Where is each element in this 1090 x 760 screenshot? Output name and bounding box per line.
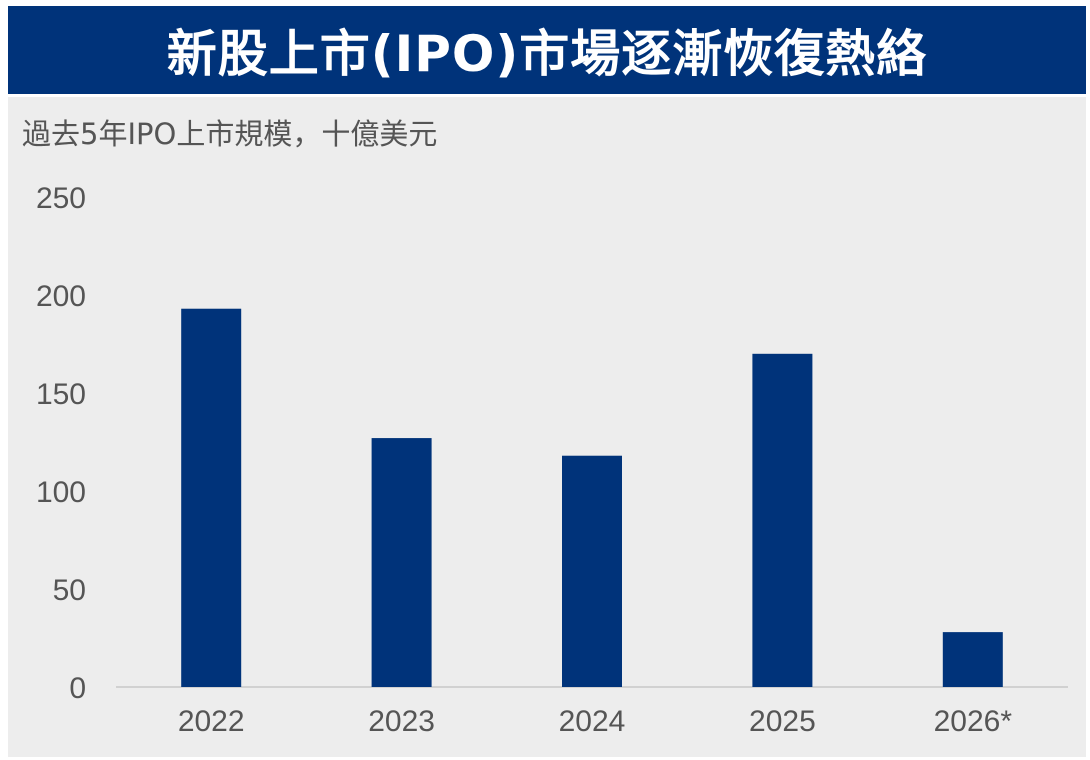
y-tick-label: 150 bbox=[36, 378, 86, 411]
bar-2022 bbox=[181, 308, 242, 687]
chart-panel: 過去5年IPO上市規模，十億美元 0 50 100 150 200 250 2022 2023… bbox=[8, 97, 1086, 757]
x-tick-label: 2024 bbox=[559, 705, 626, 738]
x-tick-label: 2025 bbox=[749, 705, 816, 738]
bar-chart: 0 50 100 150 200 250 2022 2023 2024 2025 2026* bbox=[36, 182, 1068, 738]
y-tick-label: 50 bbox=[53, 574, 86, 607]
chart-title: 新股上市(IPO)市場逐漸恢復熱絡 bbox=[166, 25, 928, 83]
bar-2023 bbox=[371, 438, 432, 687]
y-tick-label: 100 bbox=[36, 476, 86, 509]
x-tick-label: 2026* bbox=[934, 705, 1013, 738]
title-banner: 新股上市(IPO)市場逐漸恢復熱絡 bbox=[8, 6, 1086, 94]
chart-subtitle: 過去5年IPO上市規模，十億美元 bbox=[22, 117, 438, 151]
x-tick-label: 2023 bbox=[368, 705, 435, 738]
y-tick-label: 200 bbox=[36, 280, 86, 313]
bar-2025 bbox=[752, 353, 813, 687]
y-tick-label: 0 bbox=[69, 672, 86, 705]
y-tick-label: 250 bbox=[36, 182, 86, 215]
bar-2024 bbox=[562, 455, 622, 687]
x-tick-label: 2022 bbox=[178, 705, 245, 738]
bar-2026-est bbox=[942, 632, 1003, 687]
